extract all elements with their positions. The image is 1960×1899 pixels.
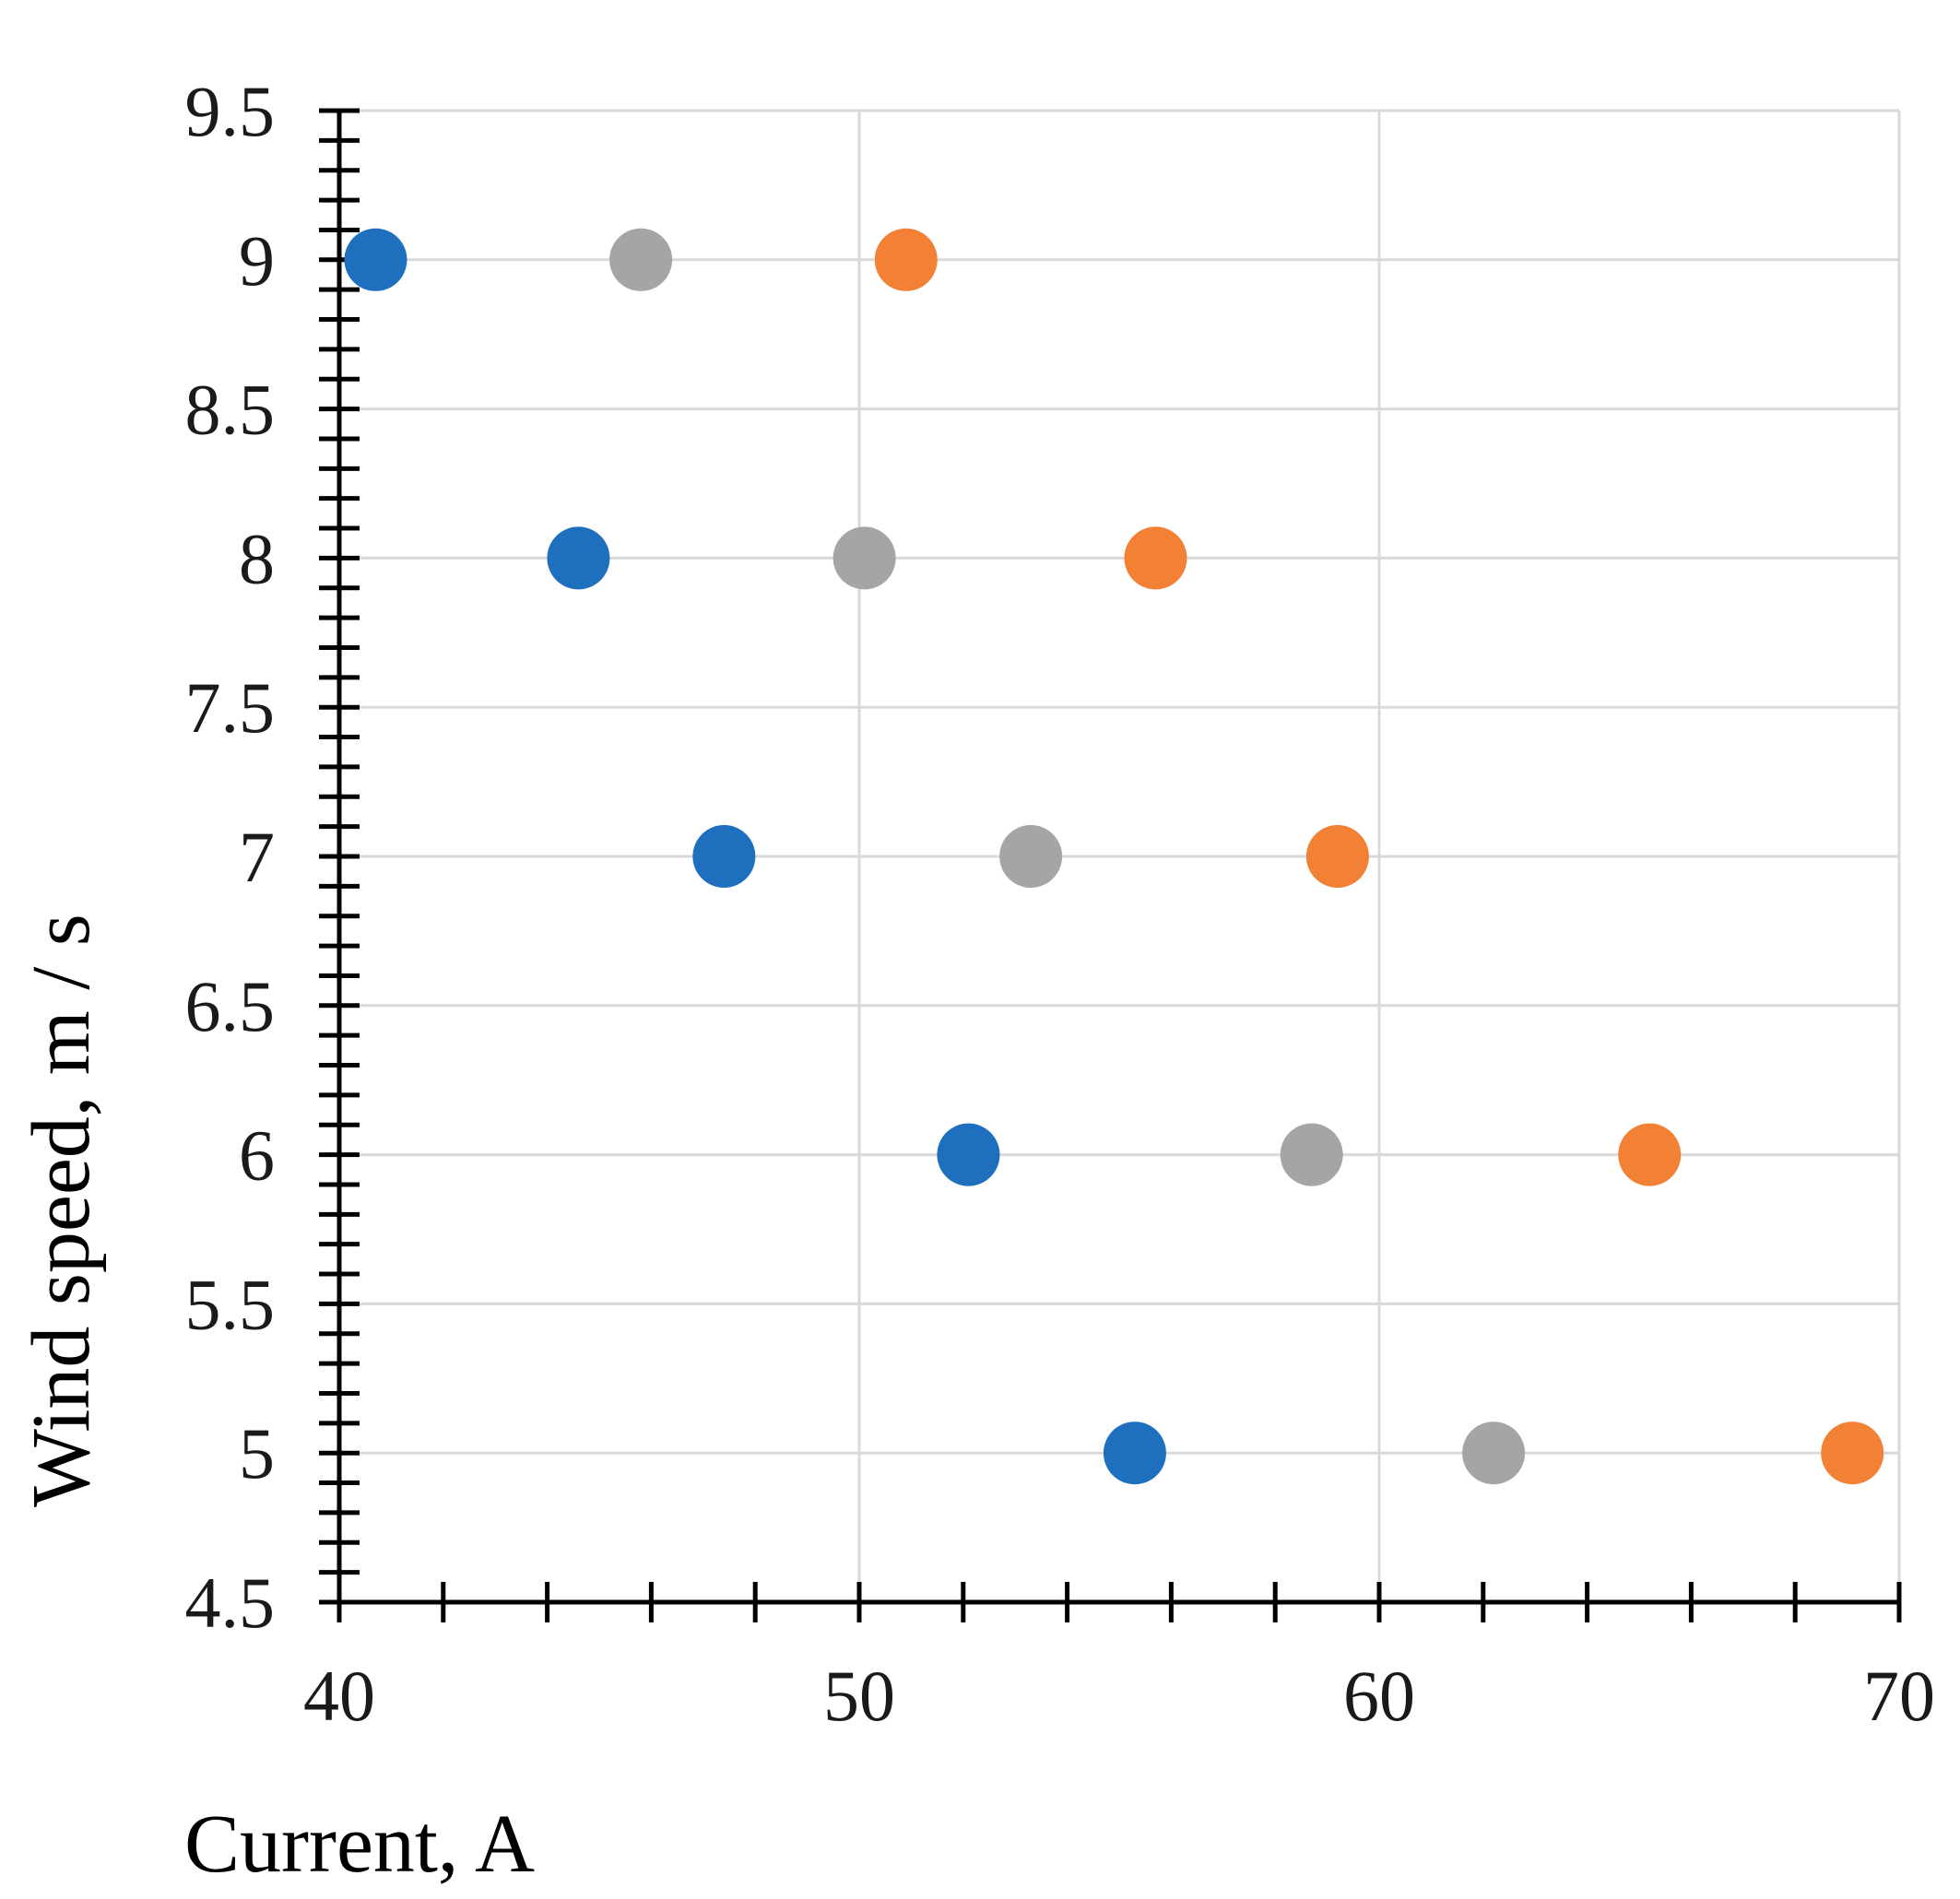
data-point bbox=[1280, 1123, 1343, 1186]
data-point bbox=[1124, 526, 1187, 590]
data-point bbox=[609, 228, 673, 291]
y-tick-label: 8 bbox=[239, 518, 275, 598]
y-axis-label: Wind speed, m / s bbox=[16, 914, 107, 1507]
y-tick-label: 4.5 bbox=[185, 1563, 276, 1643]
data-point bbox=[547, 526, 610, 590]
data-point bbox=[692, 825, 756, 888]
y-tick-label: 5 bbox=[239, 1413, 275, 1493]
data-points bbox=[344, 228, 1884, 1485]
data-point bbox=[1103, 1421, 1166, 1485]
x-tick-label: 60 bbox=[1343, 1656, 1415, 1736]
y-tick-label: 6 bbox=[239, 1115, 275, 1196]
x-axis-tick-labels: 40 50 60 70 bbox=[303, 1656, 1935, 1736]
axes bbox=[319, 108, 1902, 1622]
data-point bbox=[937, 1123, 1000, 1186]
data-point bbox=[344, 228, 407, 291]
grid-lines bbox=[339, 109, 1901, 1602]
x-tick-label: 40 bbox=[303, 1656, 375, 1736]
y-tick-label: 7.5 bbox=[185, 667, 276, 748]
x-axis-label: Current, A bbox=[184, 1799, 535, 1890]
y-tick-label: 6.5 bbox=[185, 966, 276, 1046]
data-point bbox=[1618, 1123, 1682, 1186]
y-tick-label: 7 bbox=[239, 817, 275, 897]
data-point bbox=[874, 228, 938, 291]
y-tick-label: 5.5 bbox=[185, 1264, 276, 1344]
x-tick-label: 50 bbox=[823, 1656, 895, 1736]
data-point bbox=[832, 526, 896, 590]
data-point bbox=[1462, 1421, 1526, 1485]
data-point bbox=[1305, 825, 1369, 888]
data-point bbox=[1821, 1421, 1884, 1485]
x-tick-label: 70 bbox=[1863, 1656, 1935, 1736]
y-tick-label: 9.5 bbox=[185, 71, 276, 151]
y-tick-label: 8.5 bbox=[185, 370, 276, 450]
data-point bbox=[999, 825, 1063, 888]
y-tick-label: 9 bbox=[239, 220, 275, 301]
y-axis-tick-labels: 4.5 5 5.5 6 6.5 7 7.5 8 8.5 9 9.5 bbox=[185, 71, 276, 1643]
